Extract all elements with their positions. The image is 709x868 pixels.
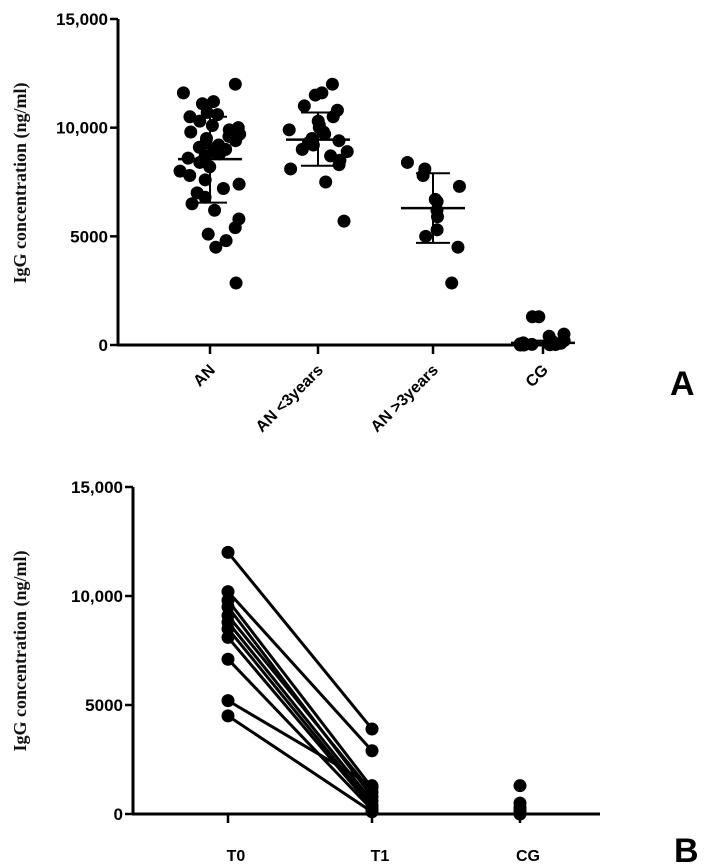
panel-a-point: [525, 310, 539, 324]
panel-b-ytick-label: 0: [114, 805, 123, 824]
panel-a-point: [208, 203, 222, 217]
panel-a-ytick-label: 15,000: [56, 10, 108, 29]
panel-a-point: [229, 134, 243, 148]
panel-a-ytick-label: 0: [99, 336, 108, 355]
panel-a-point: [416, 168, 430, 182]
panel-a-point: [206, 95, 220, 109]
panel-a-category-label: CG: [523, 362, 552, 391]
panel-a-point: [228, 221, 242, 235]
panel-b-t0-point: [221, 630, 235, 644]
panel-a-point: [173, 164, 187, 178]
panel-a-point: [295, 142, 309, 156]
panel-a-category-label: AN >3years: [368, 362, 442, 436]
panel-b-letter: B: [674, 832, 699, 868]
panel-a-point: [232, 177, 246, 191]
panel-b-pair-line: [226, 551, 374, 730]
panel-a-point: [326, 110, 340, 124]
panel-a-point: [445, 276, 459, 290]
panel-b-t0-point: [221, 545, 235, 559]
panel-b-t0-point: [221, 709, 235, 723]
panel-a-point: [176, 86, 190, 100]
panel-a-point: [308, 88, 322, 102]
panel-a-point: [228, 77, 242, 91]
panel-a-point: [209, 240, 223, 254]
panel-a-point: [185, 197, 199, 211]
panel-b-cg-point: [513, 807, 527, 821]
panel-a-point: [213, 147, 227, 161]
panel-b-pair-line: [226, 599, 374, 789]
panel-a-point: [229, 276, 243, 290]
panel-a-point: [451, 240, 465, 254]
panel-b-t0-point: [221, 694, 235, 708]
panel-a-point: [332, 158, 346, 172]
panel-a-point: [216, 182, 230, 196]
panel-a-ytick-label: 5000: [70, 227, 108, 246]
panel-b-t1-point: [365, 722, 379, 736]
panel-a-point: [184, 125, 198, 139]
panel-a-category-label: AN: [190, 362, 218, 390]
panel-a-point: [198, 190, 212, 204]
panel-b-pair-line: [227, 699, 373, 787]
panel-a-point: [419, 229, 433, 243]
panel-a-point: [219, 234, 233, 248]
panel-a-point: [400, 155, 414, 169]
panel-a: IgG concentration (ng/ml) A 0 5000 10,000 1…: [10, 10, 695, 436]
panel-a-point: [306, 138, 320, 152]
panel-a-point: [513, 338, 527, 352]
panel-b-pair-line: [226, 590, 374, 752]
panel-a-letter: A: [670, 365, 695, 403]
panel-b-category-label: CG: [516, 848, 540, 865]
panel-b-pair-line: [226, 614, 374, 794]
panel-a-point: [284, 162, 298, 176]
panel-a-point: [319, 175, 333, 189]
panel-b-ytick-label: 15,000: [71, 478, 123, 497]
panel-a-point: [430, 210, 444, 224]
panel-b-ytick-label: 10,000: [71, 587, 123, 606]
panel-b-cg-point: [513, 779, 527, 793]
panel-a-point: [183, 168, 197, 182]
panel-a-point: [200, 105, 214, 119]
panel-a-point: [282, 123, 296, 137]
panel-a-point: [340, 145, 354, 159]
panel-b-t1-point: [365, 744, 379, 758]
panel-b-ytick-label: 5000: [85, 696, 123, 715]
panel-a-point: [201, 227, 215, 241]
panel-b-pair-line: [226, 636, 374, 809]
panel-b-t0-point: [221, 652, 235, 666]
panel-b-pair-line: [226, 658, 374, 811]
panel-b-pair-line: [226, 627, 374, 807]
panel-a-point: [211, 108, 225, 122]
panel-a-category-label: AN <3years: [253, 362, 327, 436]
panel-a-point: [452, 179, 466, 193]
panel-a-point: [325, 77, 339, 91]
panel-b: IgG concentration (ng/ml) B 0 5000 10,000 1…: [10, 478, 699, 868]
panel-a-point: [193, 114, 207, 128]
panel-b-t1-point: [365, 779, 379, 793]
panel-b-pair-line: [227, 714, 373, 814]
panel-a-point: [318, 127, 332, 141]
panel-b-category-label: T0: [227, 848, 246, 865]
panel-b-t1-point: [365, 805, 379, 819]
panel-a-ylabel: IgG concentration (ng/ml): [10, 83, 31, 284]
panel-a-point: [205, 118, 219, 132]
panel-b-category-label: T1: [371, 848, 390, 865]
panel-a-point: [297, 99, 311, 113]
panel-a-point: [183, 110, 197, 124]
panel-b-ylabel: IgG concentration (ng/ml): [10, 551, 31, 752]
panel-a-point: [337, 214, 351, 228]
panel-a-point: [198, 173, 212, 187]
panel-a-ytick-label: 10,000: [56, 119, 108, 138]
